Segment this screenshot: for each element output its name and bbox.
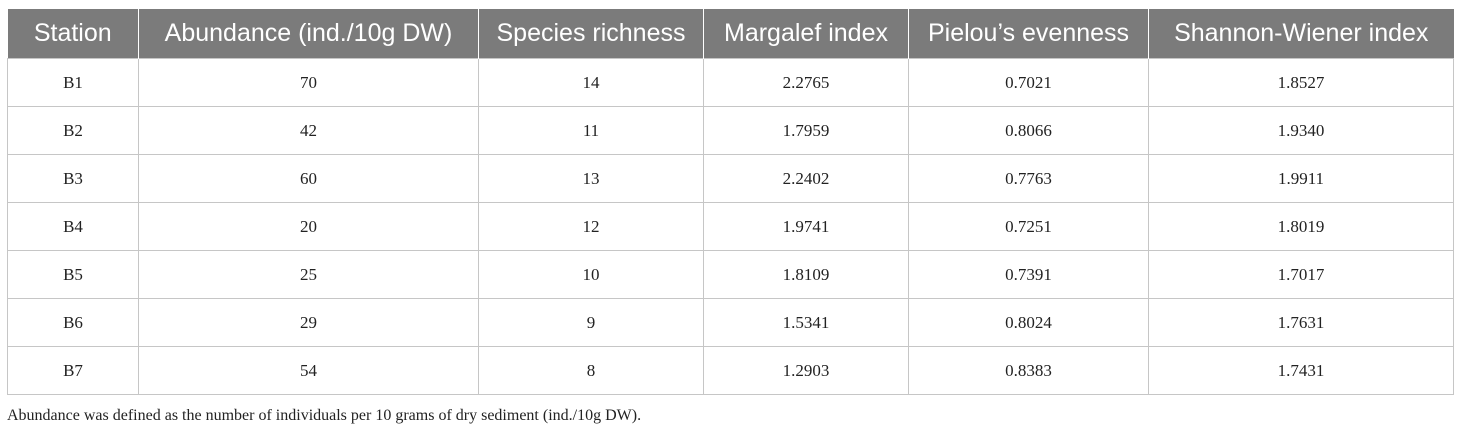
cell-margalef: 1.9741 xyxy=(703,202,909,251)
data-table-container: Station Abundance (ind./10g DW) Species … xyxy=(7,9,1454,395)
cell-station: B3 xyxy=(7,154,139,203)
cell-pielou: 0.8066 xyxy=(908,106,1149,155)
table-row: B4 20 12 1.9741 0.7251 1.8019 xyxy=(7,202,1454,251)
header-shannon-wiener-index: Shannon-Wiener index xyxy=(1148,9,1454,59)
header-row: Station Abundance (ind./10g DW) Species … xyxy=(7,9,1454,59)
header-species-richness: Species richness xyxy=(478,9,704,59)
cell-abundance: 20 xyxy=(138,202,479,251)
cell-species-richness: 14 xyxy=(478,58,704,107)
cell-shannon: 1.9911 xyxy=(1148,154,1454,203)
cell-margalef: 1.5341 xyxy=(703,298,909,347)
cell-station: B1 xyxy=(7,58,139,107)
header-margalef-index: Margalef index xyxy=(703,9,909,59)
cell-shannon: 1.7631 xyxy=(1148,298,1454,347)
cell-species-richness: 10 xyxy=(478,250,704,299)
header-station: Station xyxy=(7,9,139,59)
header-pielou-evenness: Pielou’s evenness xyxy=(908,9,1149,59)
table-row: B7 54 8 1.2903 0.8383 1.7431 xyxy=(7,346,1454,395)
table-row: B3 60 13 2.2402 0.7763 1.9911 xyxy=(7,154,1454,203)
cell-abundance: 42 xyxy=(138,106,479,155)
cell-shannon: 1.8527 xyxy=(1148,58,1454,107)
table-footnote: Abundance was defined as the number of i… xyxy=(7,407,642,424)
cell-pielou: 0.7763 xyxy=(908,154,1149,203)
diversity-table: Station Abundance (ind./10g DW) Species … xyxy=(7,9,1454,395)
cell-shannon: 1.8019 xyxy=(1148,202,1454,251)
table-row: B6 29 9 1.5341 0.8024 1.7631 xyxy=(7,298,1454,347)
cell-abundance: 60 xyxy=(138,154,479,203)
cell-margalef: 2.2402 xyxy=(703,154,909,203)
cell-species-richness: 12 xyxy=(478,202,704,251)
table-row: B2 42 11 1.7959 0.8066 1.9340 xyxy=(7,106,1454,155)
cell-abundance: 25 xyxy=(138,250,479,299)
cell-species-richness: 11 xyxy=(478,106,704,155)
cell-margalef: 1.8109 xyxy=(703,250,909,299)
cell-margalef: 2.2765 xyxy=(703,58,909,107)
cell-pielou: 0.8024 xyxy=(908,298,1149,347)
cell-margalef: 1.7959 xyxy=(703,106,909,155)
table-row: B1 70 14 2.2765 0.7021 1.8527 xyxy=(7,58,1454,107)
cell-pielou: 0.8383 xyxy=(908,346,1149,395)
cell-station: B6 xyxy=(7,298,139,347)
cell-pielou: 0.7251 xyxy=(908,202,1149,251)
cell-abundance: 29 xyxy=(138,298,479,347)
cell-station: B5 xyxy=(7,250,139,299)
cell-pielou: 0.7021 xyxy=(908,58,1149,107)
cell-species-richness: 8 xyxy=(478,346,704,395)
cell-abundance: 54 xyxy=(138,346,479,395)
cell-station: B4 xyxy=(7,202,139,251)
cell-abundance: 70 xyxy=(138,58,479,107)
cell-shannon: 1.7431 xyxy=(1148,346,1454,395)
cell-margalef: 1.2903 xyxy=(703,346,909,395)
cell-species-richness: 9 xyxy=(478,298,704,347)
cell-shannon: 1.9340 xyxy=(1148,106,1454,155)
cell-pielou: 0.7391 xyxy=(908,250,1149,299)
cell-station: B2 xyxy=(7,106,139,155)
cell-shannon: 1.7017 xyxy=(1148,250,1454,299)
cell-station: B7 xyxy=(7,346,139,395)
header-abundance: Abundance (ind./10g DW) xyxy=(138,9,479,59)
table-row: B5 25 10 1.8109 0.7391 1.7017 xyxy=(7,250,1454,299)
cell-species-richness: 13 xyxy=(478,154,704,203)
